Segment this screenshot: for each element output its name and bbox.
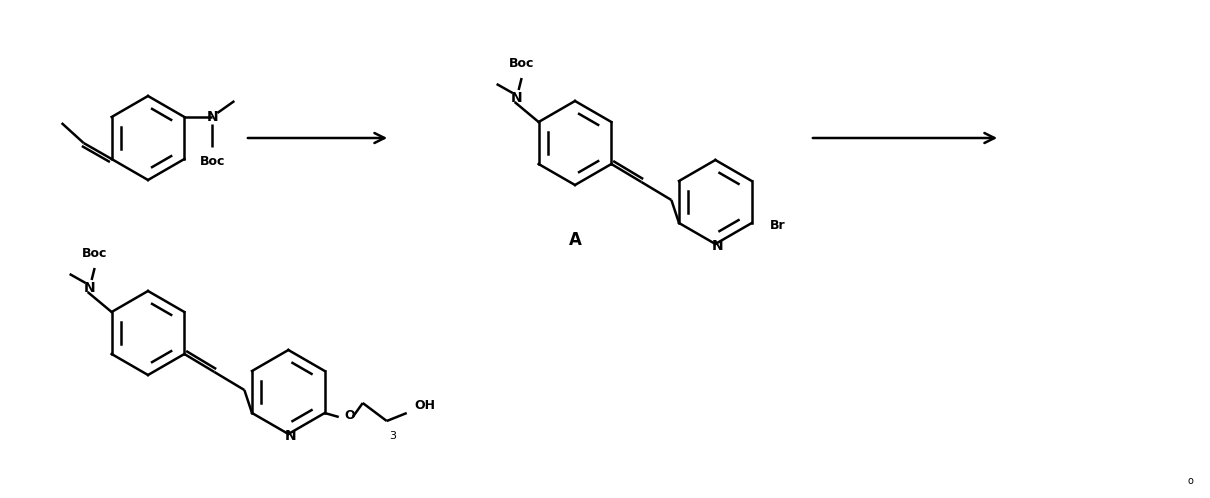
Text: N: N (711, 239, 724, 253)
Text: Boc: Boc (82, 247, 108, 260)
Text: Boc: Boc (509, 57, 535, 70)
Text: Boc: Boc (200, 155, 225, 168)
Text: Br: Br (770, 219, 785, 232)
Text: N: N (83, 281, 96, 295)
Text: O: O (345, 408, 356, 421)
Text: o: o (1187, 476, 1193, 486)
Text: 3: 3 (388, 431, 396, 441)
Text: N: N (511, 91, 523, 105)
Text: OH: OH (415, 398, 436, 411)
Text: N: N (284, 429, 296, 443)
Text: A: A (569, 231, 582, 249)
Text: N: N (207, 110, 218, 124)
